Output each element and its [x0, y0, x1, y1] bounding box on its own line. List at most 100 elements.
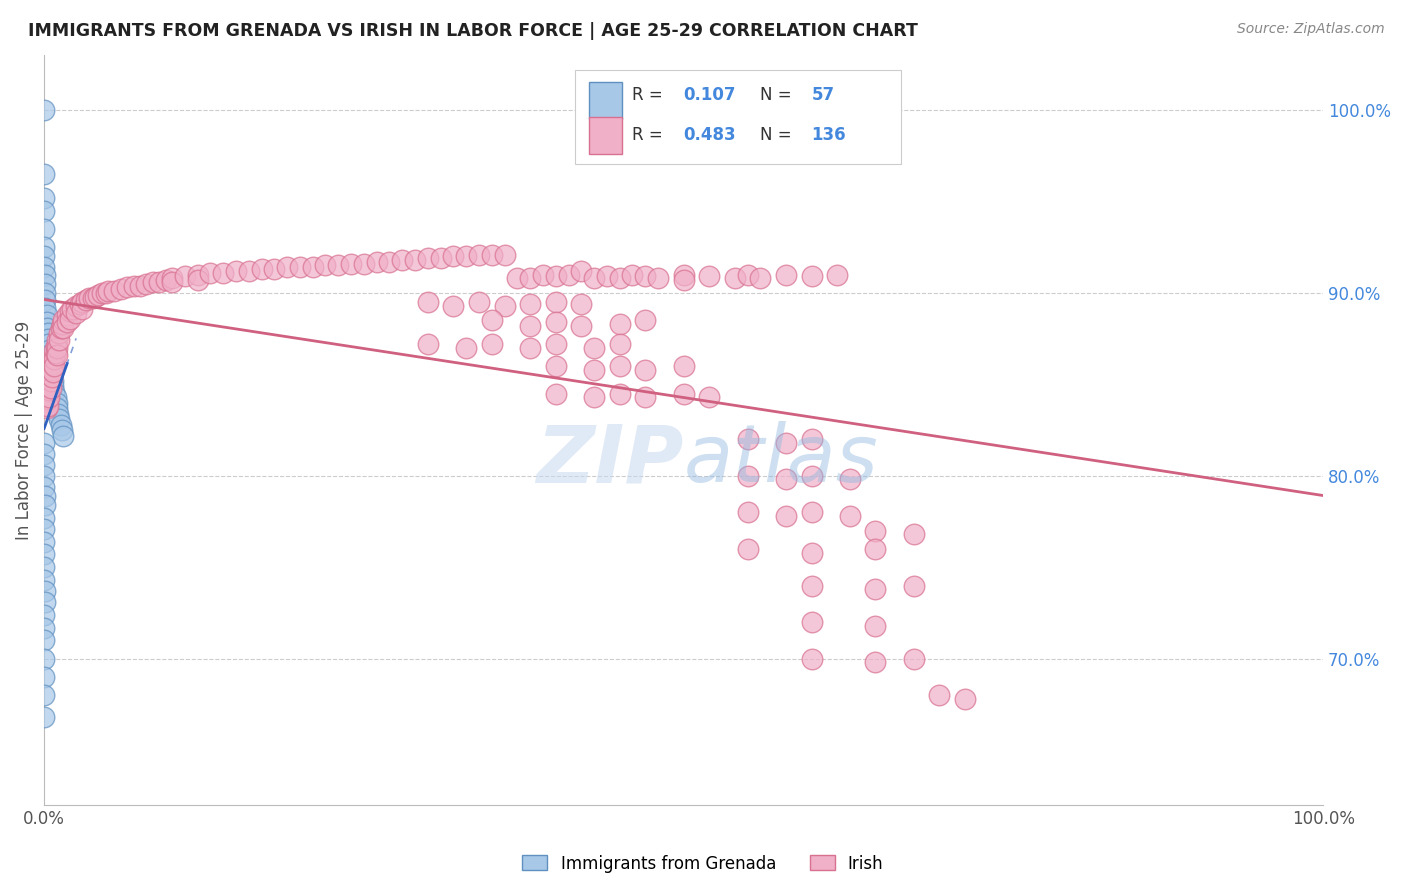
Point	[49, 417, 72, 432]
Point	[737, 505, 759, 519]
Point	[110, 282, 132, 296]
Point	[775, 268, 797, 282]
Point	[250, 262, 273, 277]
Text: 57: 57	[811, 86, 835, 103]
Point	[32, 534, 55, 549]
Point	[32, 447, 55, 461]
Point	[481, 313, 503, 327]
Point	[441, 249, 464, 263]
Point	[800, 468, 823, 483]
Point	[32, 167, 55, 181]
Point	[468, 295, 491, 310]
Point	[37, 332, 59, 346]
Point	[35, 393, 58, 408]
Point	[903, 652, 925, 666]
Point	[160, 271, 183, 285]
Point	[903, 527, 925, 541]
Point	[315, 259, 337, 273]
Point	[903, 578, 925, 592]
Point	[38, 390, 60, 404]
Point	[672, 268, 695, 282]
Point	[569, 297, 592, 311]
Point	[44, 344, 66, 359]
Point	[34, 595, 56, 609]
Point	[288, 260, 311, 275]
Point	[69, 297, 91, 311]
Point	[32, 240, 55, 254]
Point	[583, 390, 606, 404]
Point	[45, 346, 67, 360]
Point	[41, 363, 63, 377]
Point	[519, 318, 541, 333]
Point	[544, 359, 567, 373]
Point	[32, 689, 55, 703]
Point	[160, 275, 183, 289]
Point	[38, 383, 60, 397]
FancyBboxPatch shape	[589, 82, 623, 119]
Point	[32, 191, 55, 205]
Text: 0.107: 0.107	[683, 86, 737, 103]
Point	[42, 365, 65, 379]
Point	[38, 376, 60, 390]
Point	[32, 249, 55, 263]
Point	[94, 285, 117, 300]
Point	[609, 317, 631, 331]
Text: 136: 136	[811, 127, 846, 145]
Point	[35, 386, 58, 401]
Point	[634, 269, 657, 284]
Point	[52, 320, 75, 334]
Point	[82, 292, 104, 306]
Point	[34, 489, 56, 503]
Point	[672, 359, 695, 373]
Point	[481, 337, 503, 351]
Point	[187, 268, 209, 282]
Point	[32, 203, 55, 218]
Text: Source: ZipAtlas.com: Source: ZipAtlas.com	[1237, 22, 1385, 37]
Point	[32, 222, 55, 236]
Point	[953, 692, 976, 706]
Point	[72, 295, 94, 310]
FancyBboxPatch shape	[575, 70, 901, 164]
Point	[378, 255, 401, 269]
Text: R =: R =	[633, 86, 668, 103]
Point	[32, 458, 55, 472]
Point	[238, 264, 260, 278]
Point	[928, 689, 950, 703]
Point	[32, 573, 55, 587]
Point	[32, 468, 55, 483]
Point	[37, 377, 59, 392]
Point	[800, 615, 823, 629]
Point	[353, 257, 375, 271]
Point	[634, 363, 657, 377]
Point	[838, 473, 860, 487]
Point	[155, 273, 177, 287]
Point	[32, 652, 55, 666]
Point	[34, 301, 56, 315]
Point	[39, 367, 62, 381]
Point	[32, 621, 55, 635]
Point	[519, 341, 541, 355]
Point	[531, 268, 554, 282]
Point	[84, 289, 107, 303]
Point	[34, 277, 56, 291]
Point	[97, 284, 120, 298]
Point	[404, 252, 426, 267]
Point	[39, 365, 62, 379]
Point	[187, 273, 209, 287]
Point	[39, 374, 62, 388]
Point	[416, 295, 439, 310]
Point	[45, 401, 67, 416]
Point	[34, 392, 56, 406]
Point	[569, 264, 592, 278]
Point	[48, 326, 70, 341]
Point	[737, 541, 759, 556]
Point	[544, 269, 567, 284]
Point	[634, 390, 657, 404]
Point	[583, 363, 606, 377]
Point	[865, 524, 887, 538]
Point	[276, 260, 298, 275]
Point	[129, 278, 152, 293]
Point	[749, 271, 772, 285]
Point	[775, 509, 797, 524]
Point	[697, 390, 720, 404]
